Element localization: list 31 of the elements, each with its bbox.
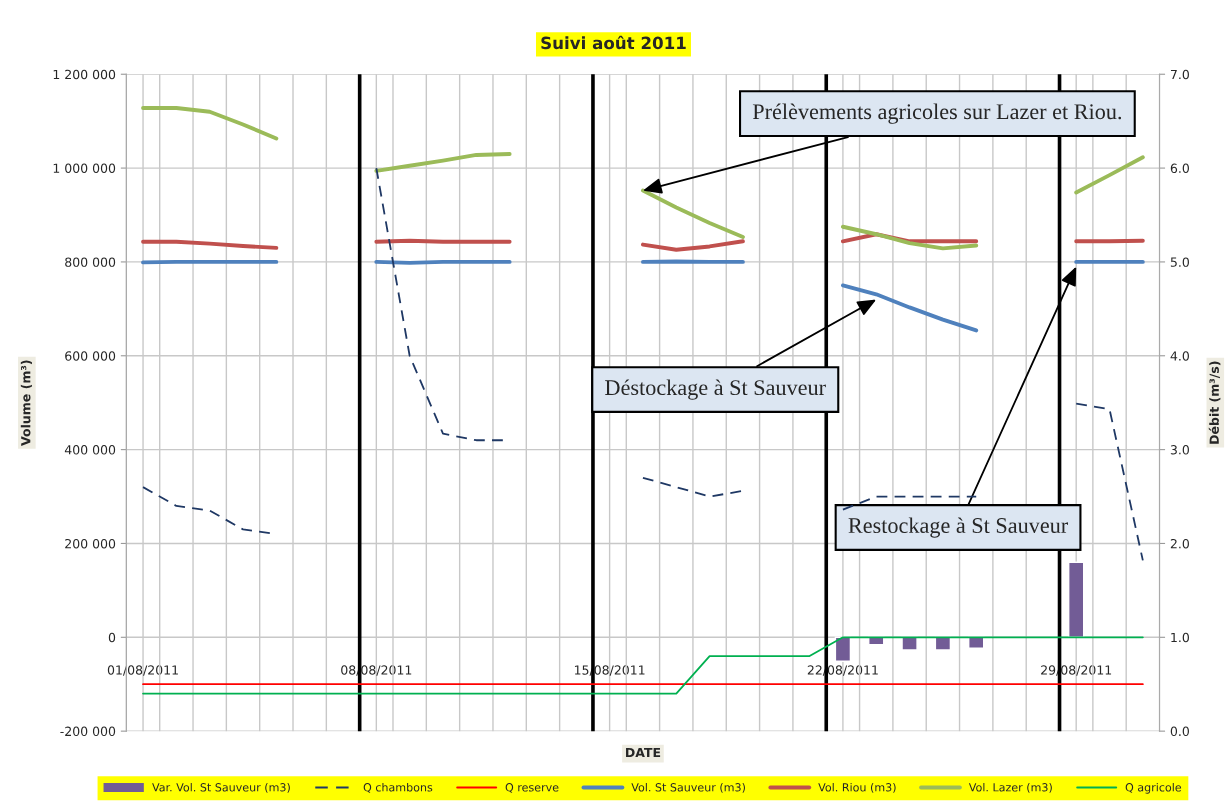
y-tick-label: 0 [108,632,116,643]
annotation: Restockage à St Sauveur [848,517,1069,538]
y-tick-label: 1 000 000 [53,163,116,174]
y-axis-title: Volume (m³) [20,360,32,446]
y2-tick-label: 4.0 [1170,351,1189,361]
legend-label: Q reserve [505,783,559,793]
y-tick-label: 1 200 000 [53,69,116,80]
y-tick-label: 400 000 [64,445,116,455]
y2-tick-label: 0.0 [1170,726,1189,737]
legend-label: Q chambons [363,782,433,793]
y2-tick-label: 3.0 [1170,445,1189,455]
chart-title: Suivi août 2011 [541,35,686,50]
y-tick-label: -200 000 [60,726,116,737]
legend-label: Vol. Riou (m3) [818,782,896,793]
y2-tick-label: 1.0 [1171,632,1189,643]
y2-tick-label: 5.0 [1170,257,1189,267]
y2-tick-label: 6.0 [1170,163,1189,174]
legend-label: Vol. Lazer (m3) [968,782,1052,793]
annotation: Déstockage à St Sauveur [605,379,826,400]
x-axis-title: DATE [626,747,661,758]
y-tick-label: 800 000 [65,257,116,267]
y2-axis-title: Débit (m³/s) [1208,361,1221,444]
legend-label: Vol. St Sauveur (m3) [631,782,745,793]
annotation: Prélèvements agricoles sur Lazer et Riou. [752,103,1122,124]
y-tick-label: 600 000 [65,351,116,361]
x-tick-label: 01/08/2011 [107,665,178,676]
y2-tick-label: 2.0 [1170,538,1189,549]
legend-label: Var. Vol. St Sauveur (m3) [152,782,290,793]
legend-label: Q agricole [1125,782,1182,794]
y2-tick-label: 7.0 [1170,69,1189,80]
y-tick-label: 200 000 [65,538,116,549]
